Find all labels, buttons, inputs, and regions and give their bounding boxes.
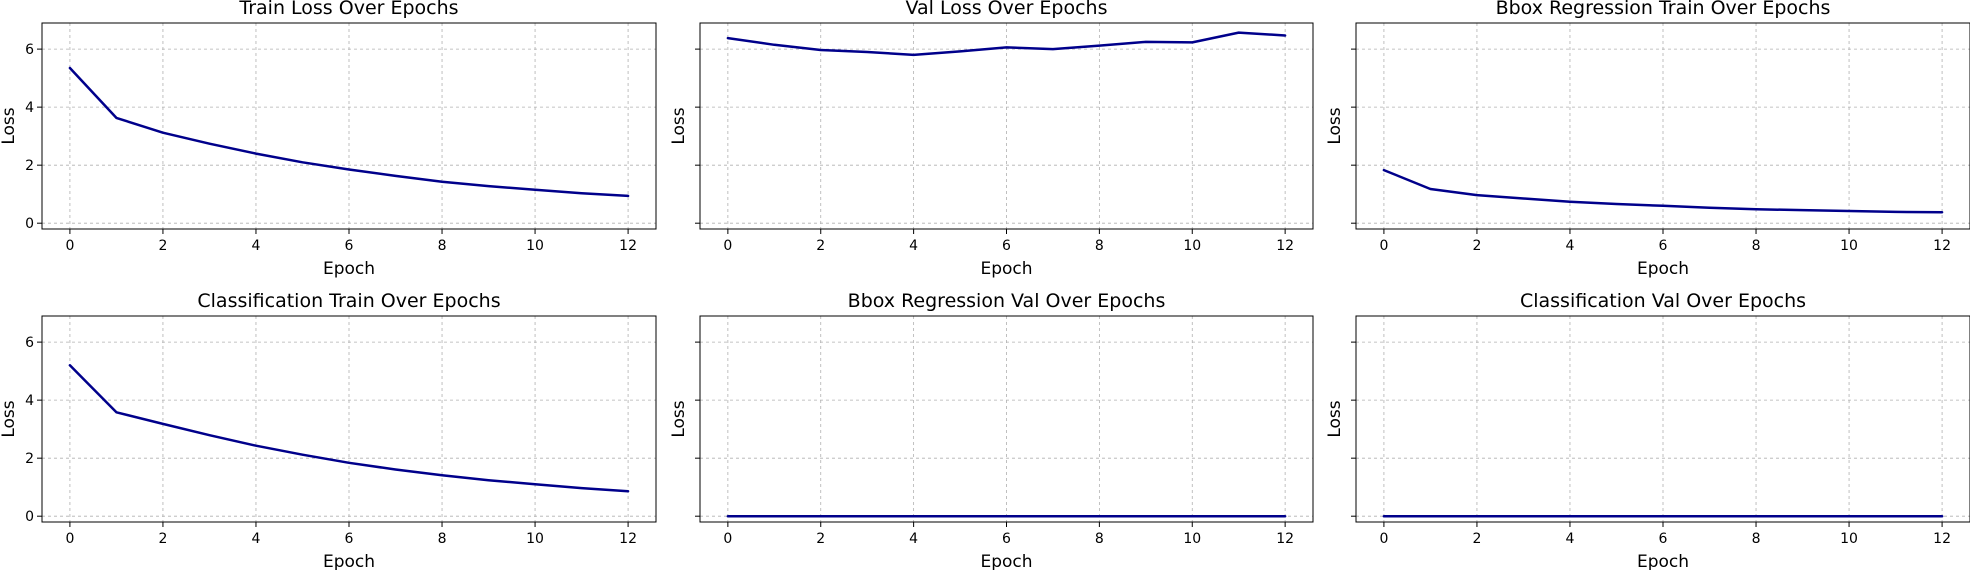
x-tick-label: 10 — [1183, 238, 1201, 254]
x-tick-label: 8 — [438, 531, 447, 547]
x-tick-label: 8 — [1095, 531, 1104, 547]
chart-panel-0: 0 2 4 6 8 10 12 0 2 4 6 Train Loss Over Epochs Epoch… — [0, 0, 657, 279]
x-tick-label: 2 — [158, 238, 167, 254]
chart-title: Train Loss Over Epochs — [238, 0, 458, 19]
y-tick-label: 2 — [25, 158, 34, 174]
x-tick-label: 12 — [1933, 238, 1951, 254]
x-tick-label: 10 — [526, 531, 544, 547]
x-axis-label: Epoch — [980, 552, 1032, 570]
chart-panel-4: 0 2 4 6 8 10 12 Bbox Regression Val Over Epochs… — [669, 290, 1314, 570]
x-tick-label: 12 — [1933, 531, 1951, 547]
x-tick-label: 2 — [816, 531, 825, 547]
x-tick-label: 0 — [1379, 238, 1388, 254]
x-tick-label: 6 — [1002, 238, 1011, 254]
x-tick-label: 6 — [1002, 531, 1011, 547]
x-tick-label: 6 — [345, 531, 354, 547]
x-tick-label: 0 — [723, 531, 732, 547]
loss-series-line — [68, 364, 630, 493]
y-tick-label: 6 — [25, 335, 34, 351]
x-tick-label: 10 — [1840, 238, 1858, 254]
y-tick-label: 0 — [25, 216, 34, 232]
x-tick-label: 8 — [1095, 238, 1104, 254]
y-axis-label: Loss — [669, 400, 689, 437]
loss-series-line — [68, 66, 630, 198]
chart-title: Bbox Regression Train Over Epochs — [1496, 0, 1831, 19]
x-tick-label: 4 — [252, 531, 261, 547]
x-tick-label: 12 — [619, 531, 637, 547]
chart-panel-2: 0 2 4 6 8 10 12 Bbox Regression Train Over Epoc… — [1325, 0, 1970, 279]
y-tick-label: 4 — [25, 100, 34, 116]
y-tick-label: 4 — [25, 393, 34, 409]
x-tick-label: 12 — [1276, 238, 1294, 254]
chart-panel-3: 0 2 4 6 8 10 12 0 2 4 6 Classification Train Over E… — [0, 290, 657, 570]
chart-title: Classification Train Over Epochs — [197, 290, 500, 312]
x-tick-label: 2 — [158, 531, 167, 547]
x-tick-label: 6 — [345, 238, 354, 254]
x-tick-label: 12 — [1276, 531, 1294, 547]
x-tick-label: 12 — [619, 238, 637, 254]
x-tick-label: 4 — [1566, 238, 1575, 254]
x-axis-label: Epoch — [323, 259, 375, 279]
chart-title: Classification Val Over Epochs — [1520, 290, 1806, 312]
x-tick-label: 4 — [252, 238, 261, 254]
loss-series-line — [726, 31, 1287, 57]
y-tick-label: 2 — [25, 451, 34, 467]
x-tick-label: 8 — [1752, 238, 1761, 254]
x-tick-label: 4 — [909, 238, 918, 254]
chart-panel-1: 0 2 4 6 8 10 12 Val Loss Over Epochs Epoch Loss — [669, 0, 1314, 279]
y-axis-label: Loss — [0, 400, 19, 437]
x-tick-label: 8 — [1752, 531, 1761, 547]
x-axis-label: Epoch — [323, 552, 375, 570]
x-tick-label: 0 — [723, 238, 732, 254]
y-axis-label: Loss — [669, 107, 689, 144]
y-axis-label: Loss — [1325, 107, 1345, 144]
x-axis-label: Epoch — [1637, 552, 1689, 570]
loss-series-line — [1382, 168, 1944, 214]
x-axis-label: Epoch — [1637, 259, 1689, 279]
y-tick-label: 6 — [25, 42, 34, 58]
y-tick-label: 0 — [25, 509, 34, 525]
x-tick-label: 6 — [1659, 238, 1668, 254]
x-tick-label: 10 — [1183, 531, 1201, 547]
x-tick-label: 10 — [526, 238, 544, 254]
x-tick-label: 0 — [65, 531, 74, 547]
x-tick-label: 2 — [1472, 531, 1481, 547]
chart-title: Val Loss Over Epochs — [905, 0, 1107, 19]
y-axis-label: Loss — [0, 107, 19, 144]
y-axis-label: Loss — [1325, 400, 1345, 437]
x-tick-label: 6 — [1659, 531, 1668, 547]
x-tick-label: 2 — [816, 238, 825, 254]
x-tick-label: 0 — [1379, 531, 1388, 547]
chart-panel-5: 0 2 4 6 8 10 12 Classification Val Over Epochs E… — [1325, 290, 1970, 570]
x-tick-label: 10 — [1840, 531, 1858, 547]
chart-title: Bbox Regression Val Over Epochs — [848, 290, 1166, 312]
x-tick-label: 4 — [909, 531, 918, 547]
x-tick-label: 8 — [438, 238, 447, 254]
x-axis-label: Epoch — [980, 259, 1032, 279]
x-tick-label: 4 — [1566, 531, 1575, 547]
x-tick-label: 2 — [1472, 238, 1481, 254]
x-tick-label: 0 — [65, 238, 74, 254]
